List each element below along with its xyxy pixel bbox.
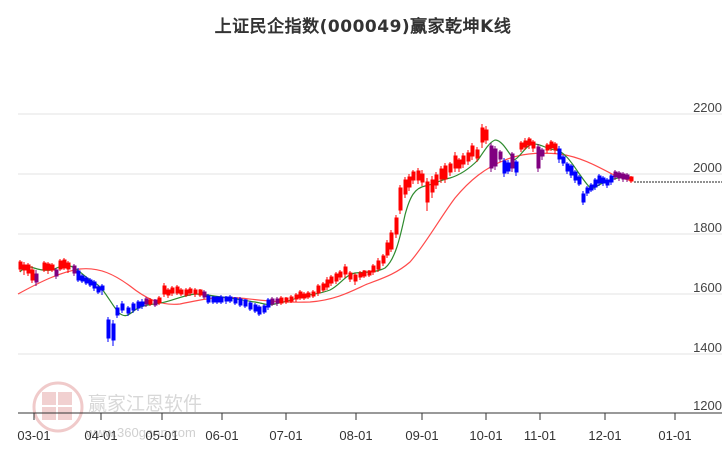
- svg-text:2200: 2200: [693, 100, 722, 115]
- watermark-brand: 赢家江恩软件: [88, 393, 202, 415]
- svg-text:1800: 1800: [693, 220, 722, 235]
- svg-text:10-01: 10-01: [469, 428, 502, 443]
- svg-text:04-01: 04-01: [84, 428, 117, 443]
- svg-text:01-01: 01-01: [658, 428, 691, 443]
- svg-text:12-01: 12-01: [588, 428, 621, 443]
- y-axis: 2200 2000 1800 1600 1400 1200: [693, 100, 722, 413]
- candles: [18, 124, 634, 346]
- ma-short-line: [19, 139, 633, 317]
- svg-text:09-01: 09-01: [405, 428, 438, 443]
- gridlines: [18, 113, 722, 355]
- chart-title: 上证民企指数(000049)赢家乾坤K线: [214, 17, 512, 37]
- svg-text:03-01: 03-01: [17, 428, 50, 443]
- x-axis: 03-01 04-01 05-01 06-01 07-01 08-01 09-0…: [17, 412, 722, 443]
- svg-text:1400: 1400: [693, 340, 722, 355]
- svg-text:07-01: 07-01: [269, 428, 302, 443]
- svg-text:05-01: 05-01: [145, 428, 178, 443]
- svg-text:08-01: 08-01: [339, 428, 372, 443]
- svg-text:11-01: 11-01: [524, 428, 556, 443]
- svg-text:2000: 2000: [693, 160, 722, 175]
- watermark-url: www.360gann.com: [85, 425, 196, 440]
- watermark: 赢家江恩软件 www.360gann.com: [32, 381, 202, 440]
- svg-text:1600: 1600: [693, 280, 722, 295]
- ma-long-line: [17, 152, 633, 305]
- svg-text:06-01: 06-01: [205, 428, 238, 443]
- svg-text:1200: 1200: [693, 398, 722, 413]
